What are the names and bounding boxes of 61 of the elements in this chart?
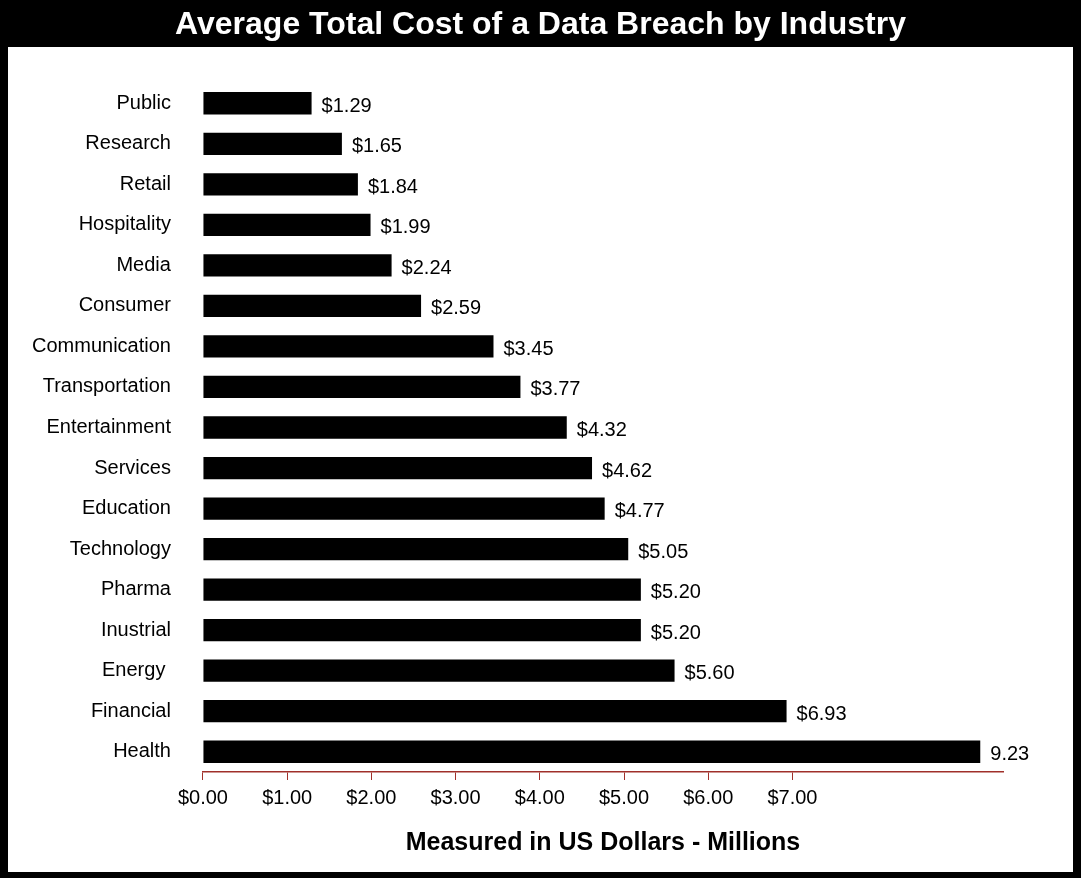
bar bbox=[203, 92, 312, 115]
x-tick-label: $1.00 bbox=[262, 785, 313, 808]
data-label: 9.23 bbox=[990, 742, 1030, 765]
y-tick-label: Retail bbox=[119, 171, 171, 194]
bar bbox=[203, 700, 787, 723]
y-tick-label: Health bbox=[113, 739, 171, 762]
bar bbox=[203, 132, 342, 155]
x-tick-label: $0.00 bbox=[177, 785, 228, 808]
bar bbox=[203, 578, 641, 601]
data-label: $4.77 bbox=[614, 499, 665, 522]
bar bbox=[203, 173, 358, 196]
data-label: $5.20 bbox=[650, 580, 701, 603]
y-tick-label: Hospitality bbox=[78, 212, 171, 235]
data-label: $4.62 bbox=[602, 458, 653, 481]
bar bbox=[203, 335, 494, 358]
y-tick-label: Communication bbox=[31, 333, 171, 356]
bar bbox=[203, 416, 567, 439]
x-tick-label: $2.00 bbox=[346, 785, 397, 808]
x-tick-label: $7.00 bbox=[767, 785, 818, 808]
bar bbox=[203, 740, 981, 763]
y-tick-label: Inustrial bbox=[100, 617, 171, 640]
data-label: $1.99 bbox=[380, 215, 431, 238]
bar bbox=[203, 497, 605, 520]
y-tick-label: Education bbox=[81, 496, 171, 519]
y-tick-label: Energy bbox=[102, 658, 171, 681]
data-label: $5.60 bbox=[684, 661, 735, 684]
data-label: $6.93 bbox=[796, 701, 847, 724]
y-tick-label: Transportation bbox=[42, 374, 171, 397]
data-label: $1.84 bbox=[367, 174, 418, 197]
bar bbox=[203, 456, 593, 480]
bar bbox=[203, 294, 422, 318]
bar bbox=[203, 659, 675, 682]
x-tick-label: $6.00 bbox=[683, 785, 734, 808]
y-tick-label: Technology bbox=[69, 536, 171, 559]
data-label: $3.45 bbox=[503, 336, 554, 359]
data-label: $4.32 bbox=[576, 418, 627, 441]
bar bbox=[203, 537, 629, 561]
bar bbox=[203, 375, 521, 399]
bar bbox=[203, 254, 392, 277]
bar bbox=[203, 213, 371, 236]
data-label: $5.05 bbox=[638, 539, 689, 562]
chart-title: Average Total Cost of a Data Breach by Industry bbox=[174, 4, 907, 43]
bar bbox=[203, 619, 641, 642]
y-tick-label: Services bbox=[94, 455, 171, 478]
data-label: $2.59 bbox=[431, 296, 482, 319]
data-label: $5.20 bbox=[650, 620, 701, 643]
y-tick-label: Research bbox=[85, 131, 171, 154]
data-label: $2.24 bbox=[401, 255, 452, 278]
data-label: $3.77 bbox=[530, 377, 581, 400]
y-tick-label: Consumer bbox=[78, 293, 172, 316]
y-tick-label: Financial bbox=[90, 698, 171, 721]
x-tick-label: $4.00 bbox=[514, 785, 565, 808]
y-tick-label: Pharma bbox=[100, 577, 172, 600]
data-label: $1.65 bbox=[351, 134, 402, 157]
y-tick-label: Entertainment bbox=[46, 415, 172, 438]
x-tick-label: $3.00 bbox=[430, 785, 481, 808]
y-tick-label: Media bbox=[116, 252, 172, 275]
x-axis-title: Measured in US Dollars - Millions bbox=[405, 826, 801, 855]
x-tick-label: $5.00 bbox=[599, 785, 650, 808]
y-tick-label: Public bbox=[116, 90, 171, 113]
data-label: $1.29 bbox=[321, 93, 372, 116]
